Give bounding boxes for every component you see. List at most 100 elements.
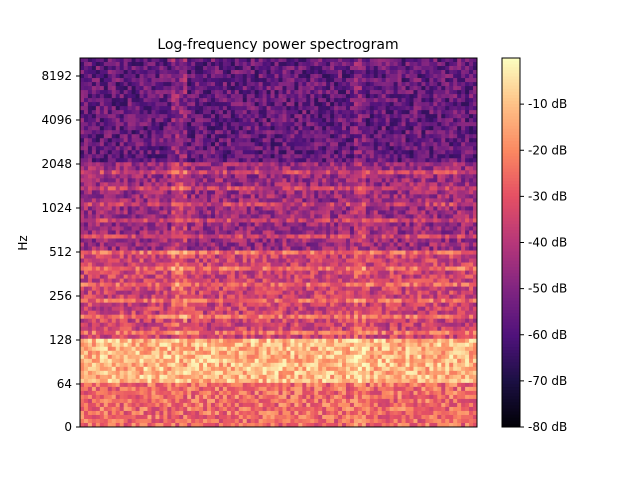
- heatmap-cell: [230, 154, 236, 159]
- heatmap-cell: [262, 138, 267, 143]
- heatmap-cell: [318, 202, 323, 207]
- heatmap-cell: [191, 138, 196, 143]
- heatmap-cell: [413, 118, 418, 123]
- heatmap-cell: [163, 66, 168, 71]
- heatmap-cell: [385, 194, 391, 199]
- heatmap-cell: [322, 234, 327, 239]
- heatmap-cell: [369, 162, 375, 167]
- heatmap-cell: [175, 242, 180, 247]
- heatmap-cell: [230, 250, 236, 255]
- heatmap-cell: [318, 62, 323, 67]
- heatmap-cell: [473, 190, 478, 195]
- heatmap-cell: [334, 74, 339, 79]
- heatmap-cell: [214, 246, 220, 251]
- heatmap-cell: [123, 146, 129, 151]
- heatmap-cell: [95, 186, 101, 191]
- heatmap-cell: [453, 134, 458, 139]
- heatmap-cell: [417, 246, 422, 251]
- heatmap-cell: [262, 70, 267, 75]
- heatmap-cell: [218, 222, 224, 227]
- heatmap-cell: [413, 202, 418, 207]
- heatmap-cell: [405, 98, 410, 103]
- heatmap-cell: [191, 158, 196, 163]
- heatmap-cell: [171, 182, 176, 187]
- heatmap-cell: [234, 230, 240, 235]
- heatmap-cell: [135, 150, 140, 155]
- heatmap-cell: [389, 198, 395, 203]
- heatmap-cell: [80, 86, 85, 91]
- heatmap-cell: [131, 202, 136, 207]
- heatmap-cell: [290, 126, 295, 131]
- heatmap-cell: [330, 134, 335, 139]
- heatmap-cell: [342, 58, 347, 63]
- heatmap-cell: [175, 102, 180, 107]
- heatmap-cell: [278, 226, 283, 231]
- heatmap-cell: [433, 110, 438, 115]
- heatmap-cell: [222, 142, 228, 147]
- heatmap-cell: [87, 210, 93, 215]
- heatmap-cell: [441, 134, 446, 139]
- heatmap-cell: [195, 86, 200, 91]
- heatmap-cell: [103, 118, 109, 123]
- heatmap-cell: [143, 182, 148, 187]
- heatmap-cell: [242, 194, 248, 199]
- heatmap-cell: [127, 70, 133, 75]
- heatmap-cell: [250, 226, 256, 231]
- heatmap-cell: [369, 134, 375, 139]
- heatmap-cell: [290, 162, 295, 167]
- heatmap-cell: [83, 150, 89, 155]
- heatmap-cell: [111, 222, 117, 227]
- heatmap-cell: [191, 126, 196, 131]
- heatmap-cell: [377, 246, 383, 251]
- heatmap-cell: [409, 254, 414, 259]
- heatmap-cell: [195, 210, 200, 215]
- heatmap-cell: [473, 106, 478, 111]
- heatmap-cell: [318, 226, 323, 231]
- heatmap-cell: [250, 170, 256, 175]
- heatmap-cell: [95, 74, 101, 79]
- heatmap-cell: [310, 174, 315, 179]
- heatmap-cell: [453, 82, 458, 87]
- heatmap-cell: [131, 98, 136, 103]
- heatmap-cell: [385, 242, 391, 247]
- heatmap-cell: [349, 198, 355, 203]
- heatmap-cell: [349, 102, 355, 107]
- heatmap-cell: [151, 98, 156, 103]
- heatmap-cell: [298, 218, 303, 223]
- heatmap-cell: [143, 110, 148, 115]
- heatmap-cell: [226, 234, 232, 239]
- heatmap-cell: [361, 106, 367, 111]
- heatmap-cell: [175, 94, 180, 99]
- heatmap-cell: [199, 130, 204, 135]
- heatmap-cell: [131, 174, 136, 179]
- heatmap-cell: [179, 110, 184, 115]
- heatmap-cell: [393, 174, 398, 179]
- heatmap-cell: [393, 102, 398, 107]
- heatmap-cell: [266, 118, 271, 123]
- heatmap-cell: [242, 150, 248, 155]
- heatmap-cell: [425, 242, 430, 247]
- heatmap-cell: [270, 98, 275, 103]
- heatmap-cell: [167, 110, 172, 115]
- heatmap-cell: [469, 234, 474, 239]
- heatmap-cell: [147, 98, 152, 103]
- heatmap-cell: [143, 158, 148, 163]
- heatmap-cell: [234, 218, 240, 223]
- heatmap-cell: [147, 66, 152, 71]
- heatmap-cell: [111, 90, 117, 95]
- heatmap-cell: [357, 174, 363, 179]
- heatmap-cell: [151, 246, 156, 251]
- heatmap-cell: [183, 90, 188, 95]
- heatmap-cell: [322, 74, 327, 79]
- heatmap-cell: [119, 82, 125, 87]
- heatmap-cell: [389, 66, 395, 71]
- heatmap-cell: [99, 202, 105, 207]
- heatmap-cell: [199, 126, 204, 131]
- heatmap-cell: [218, 206, 224, 211]
- heatmap-cell: [433, 142, 438, 147]
- heatmap-cell: [429, 198, 434, 203]
- heatmap-cell: [353, 238, 359, 243]
- heatmap-cell: [433, 114, 438, 119]
- heatmap-cell: [310, 234, 315, 239]
- heatmap-cell: [377, 118, 383, 123]
